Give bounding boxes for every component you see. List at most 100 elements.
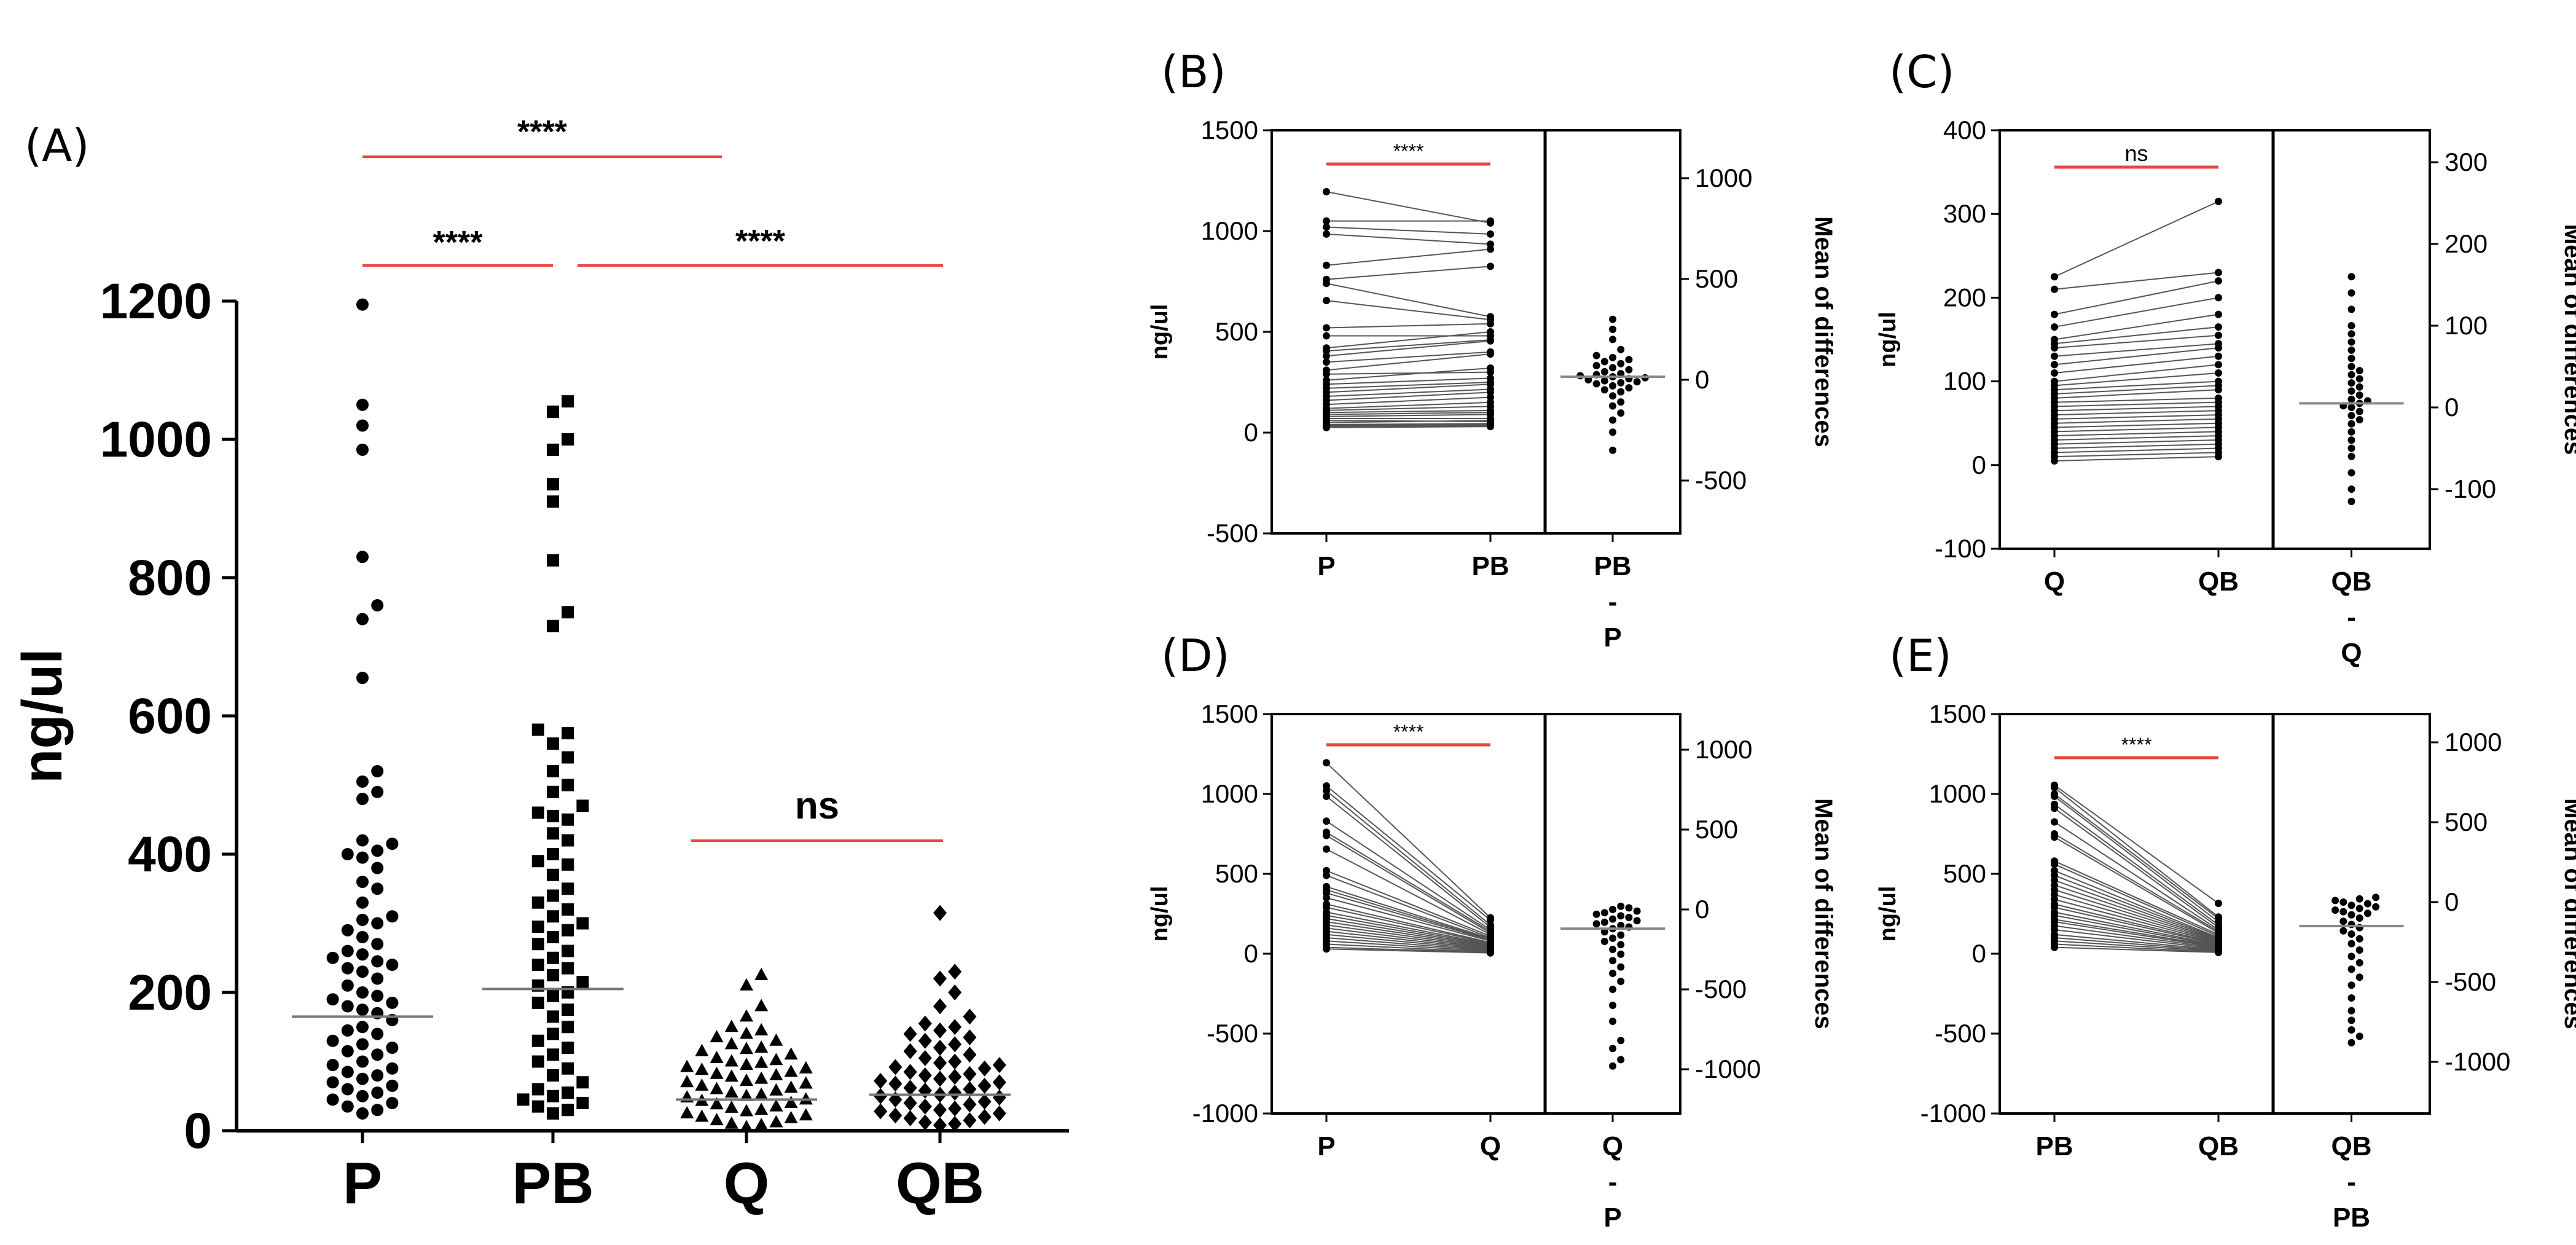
pair-line <box>2054 410 2219 416</box>
pair-line <box>2054 443 2219 449</box>
data-point <box>531 1100 544 1113</box>
difference-point <box>1617 1056 1625 1064</box>
data-point <box>562 1042 574 1054</box>
data-point <box>754 1023 769 1035</box>
pair-point <box>2215 369 2222 377</box>
pair-line <box>1326 911 1491 945</box>
data-point <box>963 1096 977 1113</box>
difference-point <box>1617 963 1625 971</box>
pair-line <box>1326 409 1491 414</box>
pair-line <box>2054 933 2219 951</box>
data-point <box>799 1061 813 1074</box>
pair-line <box>2054 364 2219 382</box>
data-point <box>918 1050 932 1066</box>
y2-tick-label: -500 <box>1695 466 1747 495</box>
pair-point <box>2215 948 2222 956</box>
data-point <box>531 723 544 736</box>
y-tick-label: 400 <box>128 827 212 882</box>
data-point <box>356 876 369 888</box>
data-point <box>562 1003 574 1016</box>
pair-line <box>1326 820 1491 930</box>
pair-point <box>2215 310 2222 318</box>
x-tick-label: P <box>343 1150 382 1216</box>
pair-point <box>2215 323 2222 331</box>
y2-tick-label: 0 <box>1695 895 1709 924</box>
data-point <box>963 1047 977 1063</box>
pair-point <box>1323 230 1330 238</box>
pair-line <box>1326 353 1491 371</box>
pair-line <box>1326 948 1491 954</box>
data-point <box>341 1083 354 1096</box>
data-point <box>547 495 559 508</box>
data-point <box>710 1097 724 1110</box>
pair-line <box>1326 412 1491 415</box>
difference-point <box>1609 428 1616 436</box>
pair-point <box>1487 245 1494 253</box>
difference-point <box>2372 893 2380 901</box>
significance-label: **** <box>1393 140 1424 162</box>
difference-point <box>2347 1016 2355 1024</box>
pair-point <box>2215 269 2222 277</box>
pair-line <box>2054 784 2219 904</box>
difference-point <box>2355 375 2363 383</box>
pair-point <box>1487 393 1494 401</box>
data-point <box>547 910 559 923</box>
difference-point <box>2347 940 2355 948</box>
pair-point <box>2051 833 2058 841</box>
data-point <box>547 827 559 840</box>
pair-line <box>1326 423 1491 425</box>
difference-point <box>2331 897 2339 905</box>
data-point <box>386 1062 399 1075</box>
difference-point <box>1625 904 1633 912</box>
data-point <box>948 1085 962 1101</box>
data-point <box>562 779 574 791</box>
difference-point <box>1617 1037 1625 1045</box>
data-point <box>874 1088 888 1104</box>
y-axis-label: ng/ul <box>1147 886 1173 942</box>
pair-point <box>1323 324 1330 332</box>
data-point <box>547 1107 559 1120</box>
y-axis-label: ng/ul <box>1875 312 1901 367</box>
difference-point <box>1609 336 1616 344</box>
data-point <box>977 1109 992 1125</box>
data-point <box>710 1066 724 1079</box>
data-point <box>371 1048 384 1061</box>
pair-line <box>2054 940 2219 952</box>
y2-tick-label: 1000 <box>1695 163 1752 192</box>
pair-line <box>1326 790 1491 925</box>
data-point <box>341 924 354 937</box>
pair-point <box>1323 817 1330 825</box>
panel-label: (D) <box>1161 630 1230 681</box>
plot-frame <box>1270 129 1681 535</box>
data-point <box>710 1030 724 1043</box>
pair-line <box>2054 787 2219 917</box>
data-point <box>948 1036 962 1053</box>
diff-x-label: PB <box>2333 1203 2370 1233</box>
difference-point <box>1609 1018 1616 1025</box>
difference-point <box>1600 386 1608 394</box>
data-point <box>740 1058 753 1070</box>
data-point <box>371 844 384 857</box>
data-point <box>386 910 399 923</box>
data-point <box>547 737 559 750</box>
plot-frame <box>1999 129 2431 550</box>
data-point <box>356 775 369 788</box>
pair-point <box>1487 217 1494 225</box>
data-point <box>386 1097 399 1109</box>
data-point <box>356 1107 369 1120</box>
data-point <box>769 1053 783 1066</box>
difference-point <box>2355 946 2363 954</box>
difference-point <box>2347 930 2355 938</box>
data-point <box>341 945 354 957</box>
data-point <box>547 554 559 567</box>
data-point <box>562 1104 574 1117</box>
pair-point <box>1323 370 1330 378</box>
difference-point <box>2363 900 2371 908</box>
pair-point <box>1487 949 1494 957</box>
diff-x-label: Q <box>2341 638 2362 668</box>
data-point <box>680 1059 694 1072</box>
difference-point <box>2347 355 2355 363</box>
difference-point <box>2355 914 2363 922</box>
data-point <box>356 965 369 978</box>
pair-line <box>1326 367 1491 381</box>
